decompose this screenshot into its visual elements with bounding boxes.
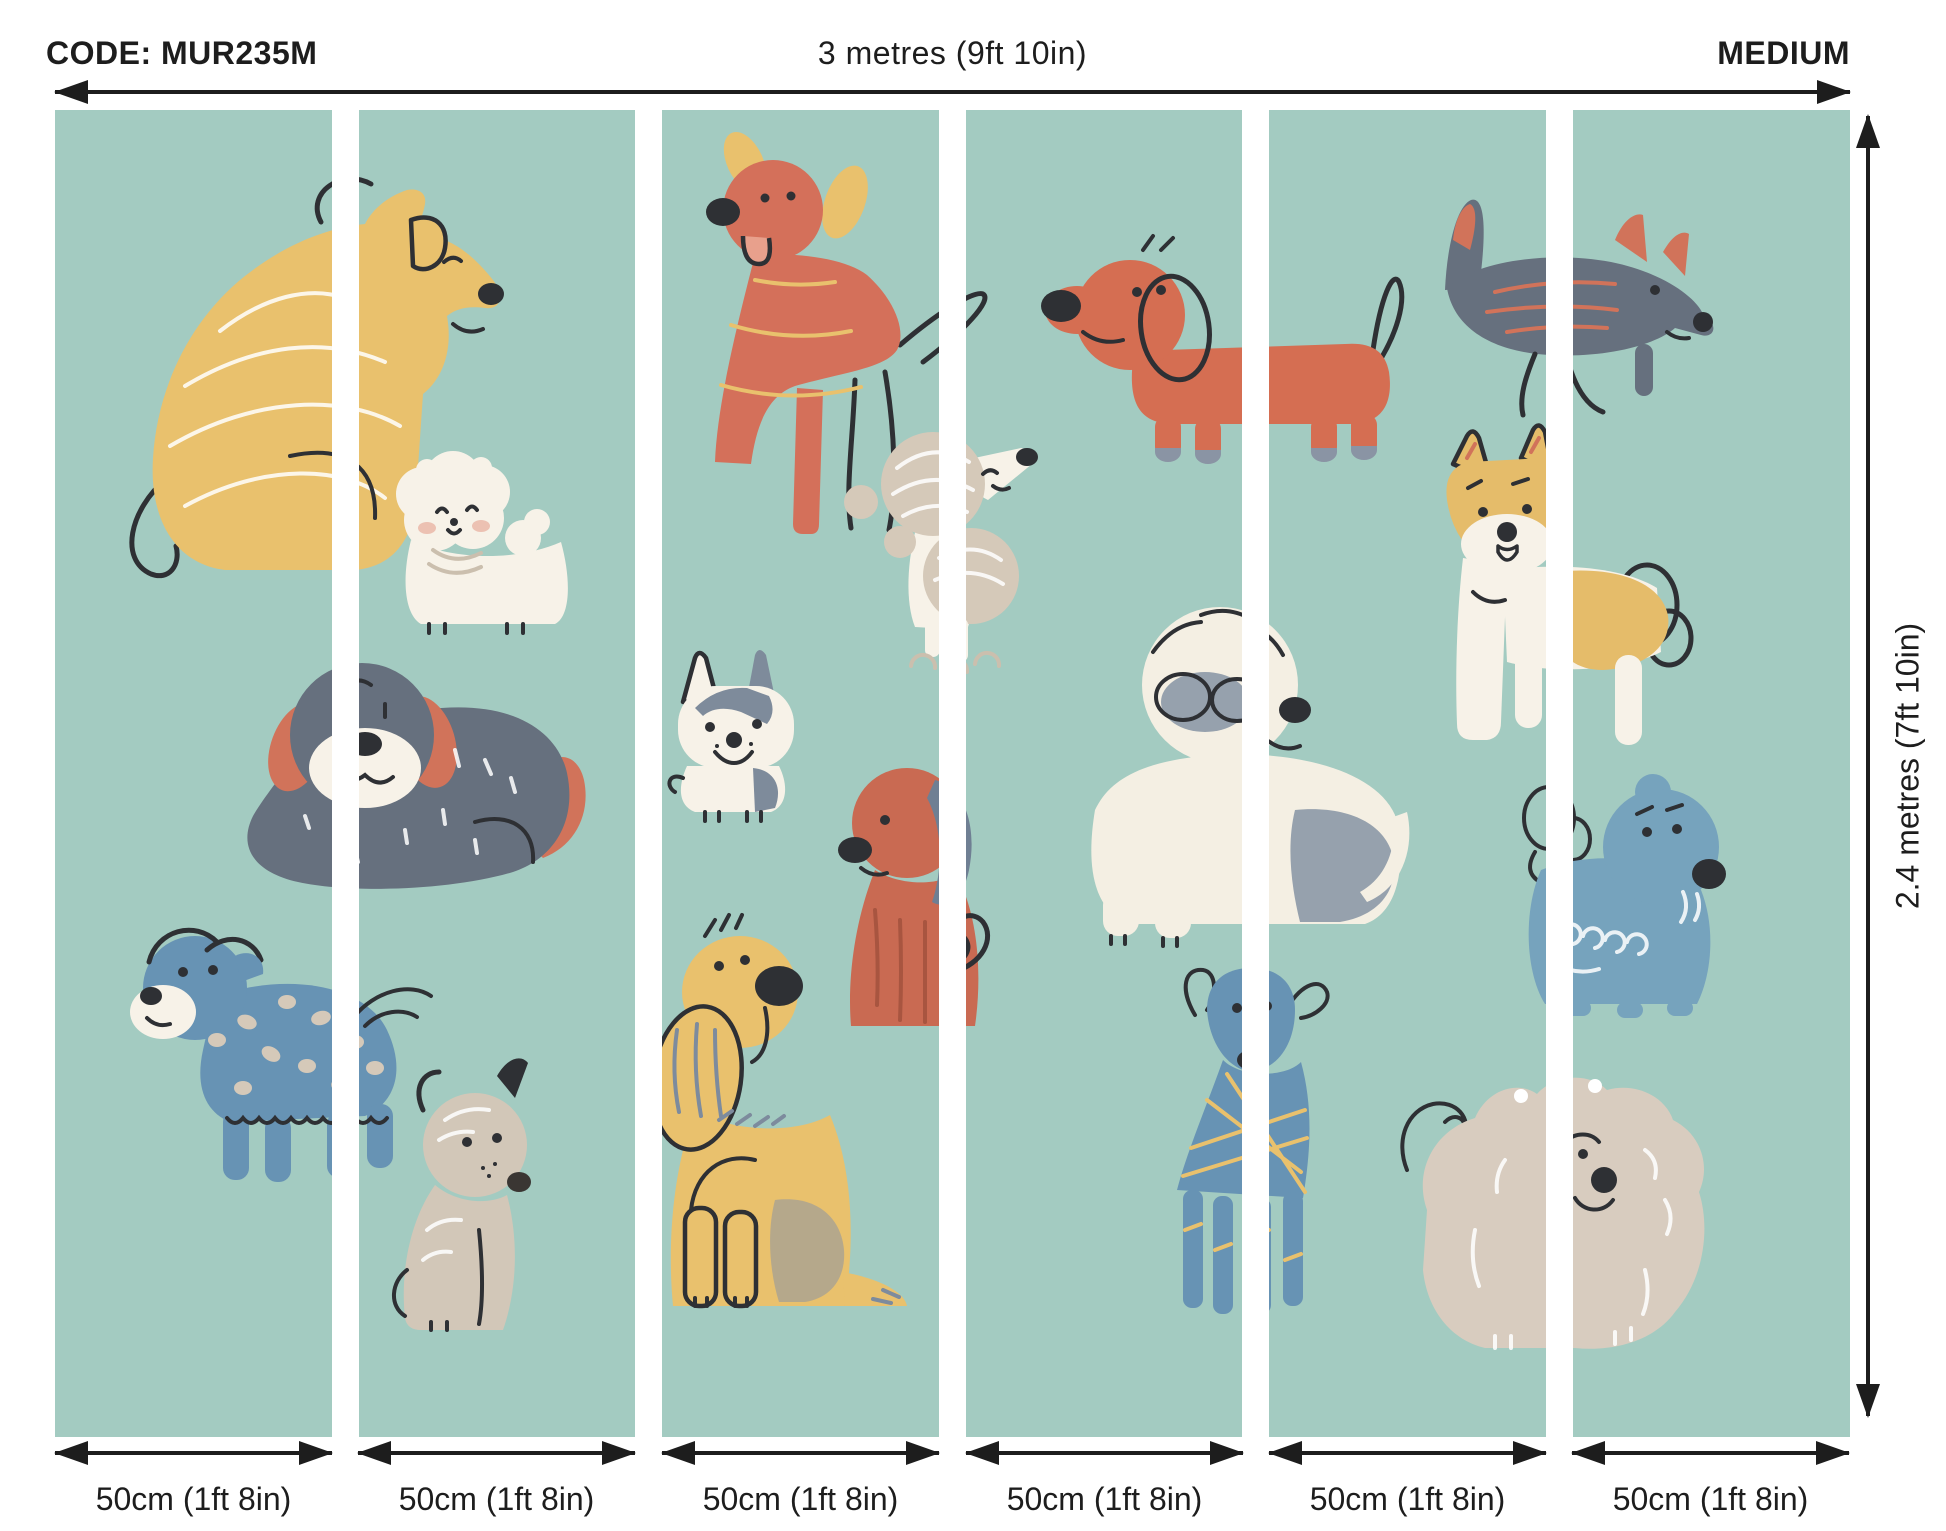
dog-gray-running-illustration (1445, 199, 1714, 418)
strip-width-arrow (55, 1451, 332, 1455)
total-width-label: 3 metres (9ft 10in) (817, 35, 1088, 71)
strip-measure-3: 50cm (1ft 8in) (662, 1443, 939, 1528)
strip-measure-6: 50cm (1ft 8in) (1572, 1443, 1849, 1528)
strip-measure-5: 50cm (1ft 8in) (1269, 1443, 1546, 1528)
dog-bloodhound-illustration (650, 913, 907, 1309)
dog-blue-terrier-illustration (1522, 774, 1726, 1018)
dog-corgi-illustration (1446, 423, 1694, 745)
strip-width-arrow (966, 1451, 1243, 1455)
product-code: CODE: MUR235M (46, 35, 318, 71)
dog-pomeranian-illustration (396, 451, 568, 635)
dog-boston-terrier-illustration (667, 650, 794, 823)
total-height-label: 2.4 metres (7ft 10in) (1889, 622, 1926, 910)
strip-width-label: 50cm (1ft 8in) (702, 1481, 899, 1517)
strip-measure-1: 50cm (1ft 8in) (55, 1443, 332, 1528)
total-width-arrow (55, 90, 1850, 94)
strip-width-arrow (662, 1451, 939, 1455)
panel-gap-3 (939, 110, 966, 1437)
mural-preview (55, 110, 1850, 1437)
strip-width-label: 50cm (1ft 8in) (95, 1481, 292, 1517)
dog-tan-puppy-illustration (392, 1058, 531, 1332)
strip-measure-2: 50cm (1ft 8in) (358, 1443, 635, 1528)
total-height-arrow (1866, 116, 1870, 1416)
strip-width-label: 50cm (1ft 8in) (1309, 1481, 1506, 1517)
strip-width-arrow (358, 1451, 635, 1455)
size-badge: MEDIUM (1717, 35, 1850, 71)
panel-gap-5 (1546, 110, 1573, 1437)
panel-gap-1 (332, 110, 359, 1437)
strip-measure-4: 50cm (1ft 8in) (966, 1443, 1243, 1528)
strip-width-arrow (1269, 1451, 1546, 1455)
strip-width-label: 50cm (1ft 8in) (398, 1481, 595, 1517)
panel-gap-4 (1242, 110, 1269, 1437)
strip-width-label: 50cm (1ft 8in) (1612, 1481, 1809, 1517)
strip-width-arrow (1572, 1451, 1849, 1455)
dogs-artwork (55, 110, 1850, 1437)
strip-width-label: 50cm (1ft 8in) (1006, 1481, 1203, 1517)
panel-gap-2 (635, 110, 662, 1437)
